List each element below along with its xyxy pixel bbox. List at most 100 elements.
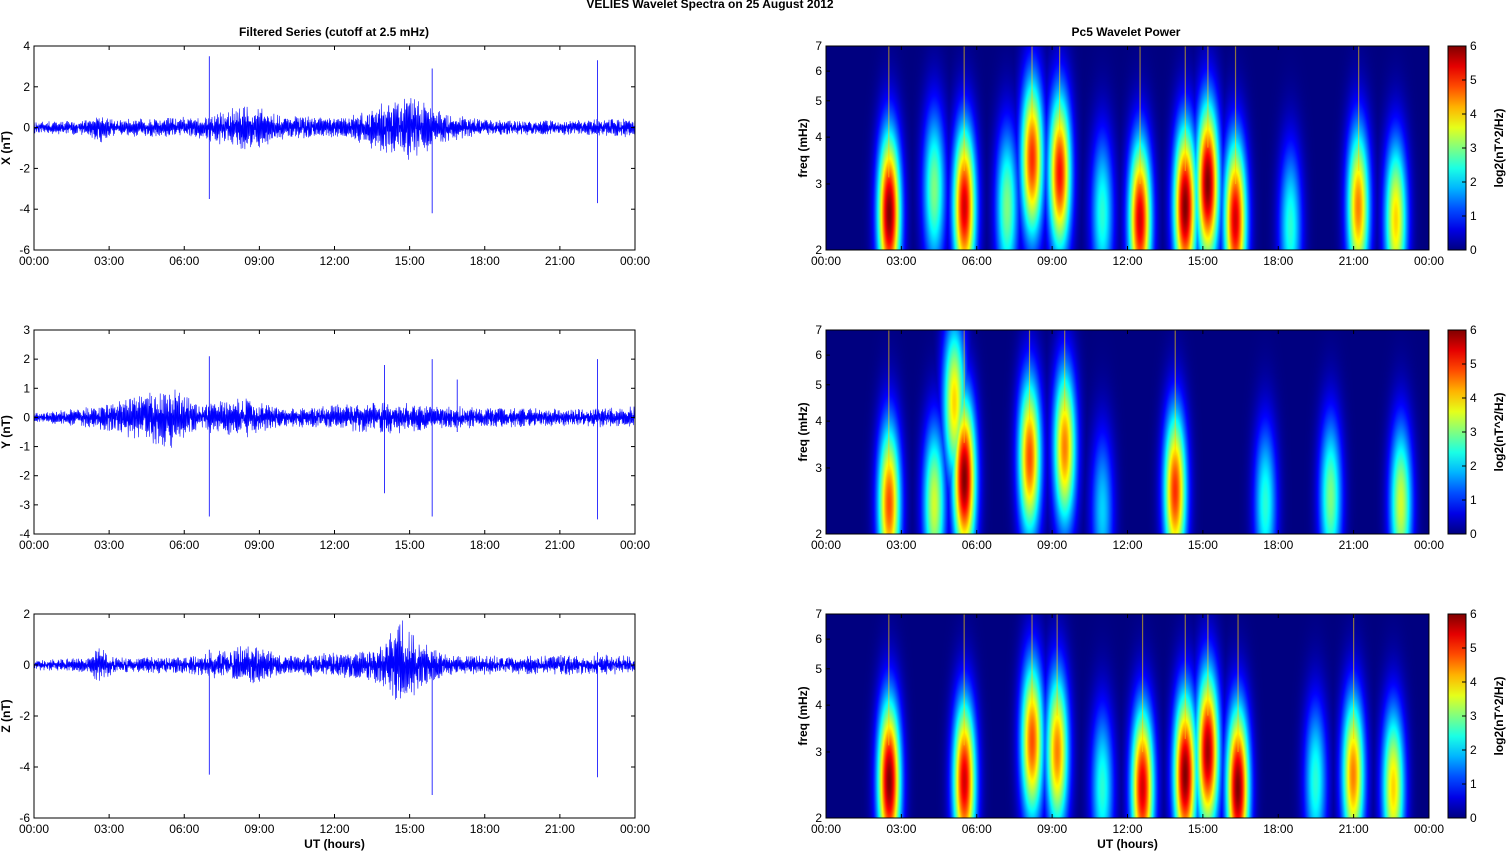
wavelet-z-xtick-label: 12:00 <box>1112 822 1142 836</box>
wavelet-x-xtick-label: 03:00 <box>886 254 916 268</box>
wavelet-y-ylabel: freq (mHz) <box>796 402 810 461</box>
series-y-ylabel: Y (nT) <box>0 415 13 449</box>
wavelet-x-colorbar-tick-label: 5 <box>1470 73 1477 87</box>
series-x-xtick-label: 21:00 <box>545 254 575 268</box>
series-z-xtick-label: 03:00 <box>94 822 124 836</box>
wavelet-x-xtick-label: 12:00 <box>1112 254 1142 268</box>
wavelet-y-xtick-label: 09:00 <box>1037 538 1067 552</box>
wavelet-y-panel: 2 3 4 5 6 7 freq (mHz) 0 1 2 3 4 5 6 log2(nT^2/Hz) <box>796 323 1506 541</box>
series-y-ytick-label: 3 <box>23 323 30 337</box>
figure-title: VELIES Wavelet Spectra on 25 August 2012 <box>586 0 834 11</box>
series-y-xtick-label: 00:00 <box>19 538 49 552</box>
wavelet-z-colorbar-tick-label: 2 <box>1470 743 1477 757</box>
series-z-xtick-label: 21:00 <box>545 822 575 836</box>
series-y-xtick-label: 03:00 <box>94 538 124 552</box>
wavelet-z-ytick-label: 2 <box>815 811 822 825</box>
wavelet-z-ytick-label: 6 <box>815 632 822 646</box>
left-column-title: Filtered Series (cutoff at 2.5 mHz) <box>239 25 429 39</box>
wavelet-z-xtick-label: 18:00 <box>1263 822 1293 836</box>
series-x-panel: -6 -4 -2 0 2 4 X (nT) <box>0 39 636 257</box>
wavelet-x-ytick-label: 3 <box>815 177 822 191</box>
wavelet-y-colorbar-tick-label: 4 <box>1470 391 1477 405</box>
wavelet-x-xtick-label: 00:00 <box>1414 254 1444 268</box>
series-x-xtick-label: 06:00 <box>169 254 199 268</box>
wavelet-y-xtick-label: 21:00 <box>1339 538 1369 552</box>
wavelet-y-ytick-label: 2 <box>815 527 822 541</box>
wavelet-z-xtick-label: 03:00 <box>886 822 916 836</box>
wavelet-y-ytick-label: 3 <box>815 461 822 475</box>
wavelet-z-xlabel: UT (hours) <box>1097 837 1158 851</box>
series-x-xtick-label: 09:00 <box>244 254 274 268</box>
series-y-ytick-label: -2 <box>19 469 30 483</box>
series-y-ytick-label: -1 <box>19 440 30 454</box>
wavelet-x-xtick-label: 21:00 <box>1339 254 1369 268</box>
series-x-ytick-label: 0 <box>23 121 30 135</box>
series-y-ytick-label: 0 <box>23 410 30 424</box>
series-z-xtick-label: 00:00 <box>620 822 650 836</box>
wavelet-x-ylabel: freq (mHz) <box>796 118 810 177</box>
wavelet-x-colorbar-tick-label: 2 <box>1470 175 1477 189</box>
wavelet-z-colorbar-label: log2(nT^2/Hz) <box>1492 676 1506 755</box>
wavelet-y-colorbar-tick-label: 3 <box>1470 425 1477 439</box>
wavelet-x-xtick-label: 15:00 <box>1188 254 1218 268</box>
wavelet-y-xtick-label: 15:00 <box>1188 538 1218 552</box>
series-y-ytick-label: 2 <box>23 352 30 366</box>
series-z-ytick-label: -6 <box>19 811 30 825</box>
right-column-title: Pc5 Wavelet Power <box>1072 25 1181 39</box>
wavelet-z-colorbar-tick-label: 0 <box>1470 811 1477 825</box>
wavelet-z-colorbar-tick-label: 6 <box>1470 607 1477 621</box>
wavelet-z-xtick-label: 09:00 <box>1037 822 1067 836</box>
series-y-xtick-label: 09:00 <box>244 538 274 552</box>
series-z-xtick-label: 09:00 <box>244 822 274 836</box>
wavelet-x-ytick-label: 6 <box>815 64 822 78</box>
wavelet-x-heatmap <box>826 46 1429 250</box>
wavelet-x-panel: 2 3 4 5 6 7 freq (mHz) 0 1 2 3 4 5 6 log2(nT^2/Hz) <box>796 39 1506 257</box>
series-y-ytick-label: 1 <box>23 381 30 395</box>
series-x-xtick-label: 00:00 <box>19 254 49 268</box>
series-z-ytick-label: 2 <box>23 607 30 621</box>
series-y-xtick-label: 18:00 <box>470 538 500 552</box>
wavelet-y-ytick-label: 4 <box>815 414 822 428</box>
wavelet-y-ytick-label: 7 <box>815 323 822 337</box>
series-x-ytick-label: -6 <box>19 243 30 257</box>
wavelet-y-colorbar-tick-label: 2 <box>1470 459 1477 473</box>
wavelet-x-colorbar-tick-label: 1 <box>1470 209 1477 223</box>
wavelet-x-xtick-label: 06:00 <box>962 254 992 268</box>
wavelet-y-heatmap <box>826 330 1429 534</box>
wavelet-z-xtick-label: 21:00 <box>1339 822 1369 836</box>
wavelet-z-colorbar-tick-label: 5 <box>1470 641 1477 655</box>
wavelet-z-colorbar-tick-label: 1 <box>1470 777 1477 791</box>
wavelet-z-panel: 2 3 4 5 6 7 freq (mHz) 0 1 2 3 4 5 6 log2(nT^2/Hz) <box>796 607 1506 825</box>
series-x-ytick-label: 2 <box>23 80 30 94</box>
series-x-xtick-label: 00:00 <box>620 254 650 268</box>
wavelet-z-ylabel: freq (mHz) <box>796 686 810 745</box>
series-z-xtick-label: 15:00 <box>395 822 425 836</box>
wavelet-y-xtick-label: 03:00 <box>886 538 916 552</box>
series-x-xtick-label: 12:00 <box>319 254 349 268</box>
series-y-xtick-label: 06:00 <box>169 538 199 552</box>
wavelet-y-colorbar-label: log2(nT^2/Hz) <box>1492 392 1506 471</box>
wavelet-z-ytick-label: 5 <box>815 662 822 676</box>
wavelet-y-colorbar-tick-label: 1 <box>1470 493 1477 507</box>
series-z-panel: -6 -4 -2 0 2 Z (nT) <box>0 607 636 825</box>
wavelet-y-colorbar-tick-label: 5 <box>1470 357 1477 371</box>
wavelet-z-xtick-label: 15:00 <box>1188 822 1218 836</box>
series-y-xtick-label: 21:00 <box>545 538 575 552</box>
series-z-xtick-label: 06:00 <box>169 822 199 836</box>
wavelet-x-ytick-label: 2 <box>815 243 822 257</box>
wavelet-x-ytick-label: 5 <box>815 94 822 108</box>
wavelet-x-ytick-label: 7 <box>815 39 822 53</box>
wavelet-z-xtick-label: 06:00 <box>962 822 992 836</box>
series-x-plot-area <box>34 46 635 250</box>
wavelet-z-xtick-label: 00:00 <box>811 822 841 836</box>
series-x-ytick-label: 4 <box>23 39 30 53</box>
wavelet-x-colorbar-tick-label: 3 <box>1470 141 1477 155</box>
wavelet-x-xtick-label: 18:00 <box>1263 254 1293 268</box>
series-y-panel: -4 -3 -2 -1 0 1 2 3 Y (nT) <box>0 323 636 541</box>
series-z-ylabel: Z (nT) <box>0 699 13 732</box>
wavelet-x-xtick-label: 00:00 <box>811 254 841 268</box>
wavelet-y-colorbar-tick-label: 6 <box>1470 323 1477 337</box>
series-z-plot-area <box>34 614 635 818</box>
series-x-xtick-label: 15:00 <box>395 254 425 268</box>
